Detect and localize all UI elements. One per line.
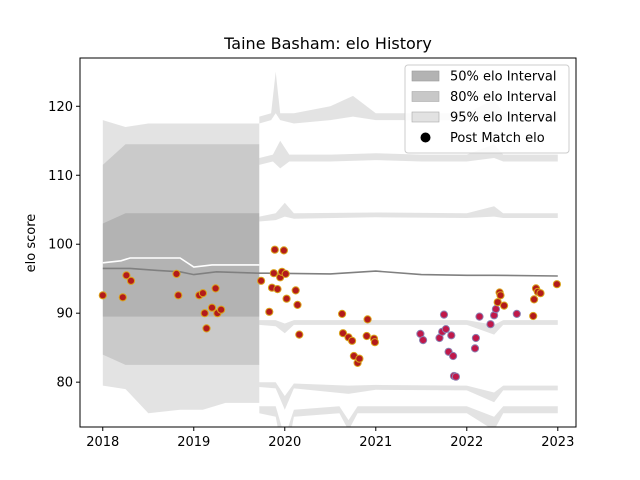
x-tick-label: 2022 bbox=[450, 435, 483, 450]
post-match-points bbox=[98, 245, 562, 381]
post-match-point bbox=[281, 269, 290, 278]
y-tick-label: 100 bbox=[48, 238, 73, 253]
axes-frame bbox=[79, 57, 577, 428]
post-match-point bbox=[282, 294, 291, 303]
post-match-point bbox=[470, 344, 480, 353]
plot-content bbox=[98, 71, 562, 427]
post-match-point bbox=[207, 303, 217, 312]
chart-title: Taine Basham: elo History bbox=[223, 34, 432, 53]
post-match-point bbox=[529, 311, 538, 321]
post-match-point bbox=[441, 325, 450, 334]
post-match-point bbox=[217, 305, 226, 314]
post-match-point bbox=[486, 320, 495, 329]
legend-marker bbox=[420, 132, 431, 143]
post-match-point bbox=[122, 271, 131, 280]
post-match-point bbox=[118, 293, 127, 302]
post-match-point bbox=[512, 309, 521, 318]
post-match-point bbox=[211, 284, 220, 293]
post-match-point bbox=[451, 372, 460, 381]
post-match-point bbox=[293, 300, 302, 309]
post-match-point bbox=[491, 305, 500, 314]
legend: 50% elo Interval 80% elo Interval 95% elo … bbox=[404, 64, 570, 154]
x-tick-label: 2019 bbox=[177, 435, 210, 450]
post-match-point bbox=[536, 289, 545, 298]
legend-box bbox=[404, 64, 570, 154]
band-50-lower-late bbox=[259, 320, 558, 335]
legend-swatch bbox=[411, 91, 440, 102]
post-match-point bbox=[449, 351, 458, 361]
post-match-point bbox=[552, 280, 562, 289]
x-tick-label: 2018 bbox=[86, 435, 119, 450]
post-match-point bbox=[439, 310, 449, 319]
post-match-point bbox=[291, 286, 300, 295]
band-80-lower-late bbox=[259, 382, 558, 410]
post-match-point bbox=[530, 295, 539, 304]
post-match-point bbox=[471, 333, 480, 343]
post-match-point bbox=[419, 336, 428, 345]
post-match-point bbox=[269, 269, 278, 278]
band-50-early bbox=[102, 213, 260, 317]
x-tick-label: 2021 bbox=[359, 435, 392, 450]
post-match-point bbox=[200, 309, 209, 318]
post-match-point bbox=[172, 269, 181, 278]
post-match-point bbox=[338, 329, 348, 338]
upper-white-line bbox=[102, 257, 260, 268]
post-match-point bbox=[496, 291, 505, 300]
y-tick-label: 80 bbox=[56, 376, 73, 391]
post-match-point bbox=[348, 336, 357, 345]
plot-area bbox=[98, 71, 562, 427]
post-match-point bbox=[198, 289, 207, 298]
post-match-point bbox=[202, 324, 211, 333]
post-match-point bbox=[355, 354, 364, 363]
y-axis-label: elo score bbox=[24, 214, 39, 273]
post-match-point bbox=[447, 331, 456, 340]
post-match-point bbox=[362, 331, 371, 341]
legend-swatch bbox=[411, 111, 440, 123]
post-match-point bbox=[126, 276, 136, 285]
post-match-point bbox=[370, 338, 379, 347]
post-match-point bbox=[475, 312, 484, 321]
mean-elo-line bbox=[102, 267, 558, 277]
legend-label: 80% elo Interval bbox=[450, 90, 557, 105]
y-axis: 80 90 100 110 120 bbox=[48, 100, 80, 391]
band-50-upper-late bbox=[259, 202, 558, 222]
legend-swatch bbox=[411, 70, 440, 82]
post-match-point bbox=[338, 309, 347, 318]
post-match-point bbox=[98, 291, 107, 300]
post-match-point bbox=[270, 245, 279, 254]
band-80-upper-late bbox=[259, 140, 558, 169]
post-match-point bbox=[295, 330, 304, 339]
x-tick-label: 2023 bbox=[541, 435, 574, 450]
legend-label: 95% elo Interval bbox=[450, 111, 557, 126]
y-tick-label: 120 bbox=[48, 100, 73, 115]
post-match-point bbox=[174, 291, 183, 300]
post-match-point bbox=[500, 301, 509, 310]
post-match-point bbox=[273, 285, 282, 294]
post-match-point bbox=[265, 307, 274, 316]
post-match-point bbox=[257, 276, 266, 285]
x-axis: 2018 2019 2020 2021 2022 2023 bbox=[86, 427, 574, 450]
x-tick-label: 2020 bbox=[268, 435, 301, 450]
post-match-point bbox=[493, 298, 502, 307]
post-match-point bbox=[363, 315, 372, 324]
legend-label: Post Match elo bbox=[450, 131, 545, 146]
post-match-point bbox=[279, 246, 288, 255]
y-tick-label: 110 bbox=[48, 169, 73, 184]
legend-label: 50% elo Interval bbox=[450, 70, 557, 85]
band-95-early bbox=[102, 120, 260, 414]
y-tick-label: 90 bbox=[56, 307, 73, 322]
band-95-lower-late bbox=[259, 406, 558, 427]
